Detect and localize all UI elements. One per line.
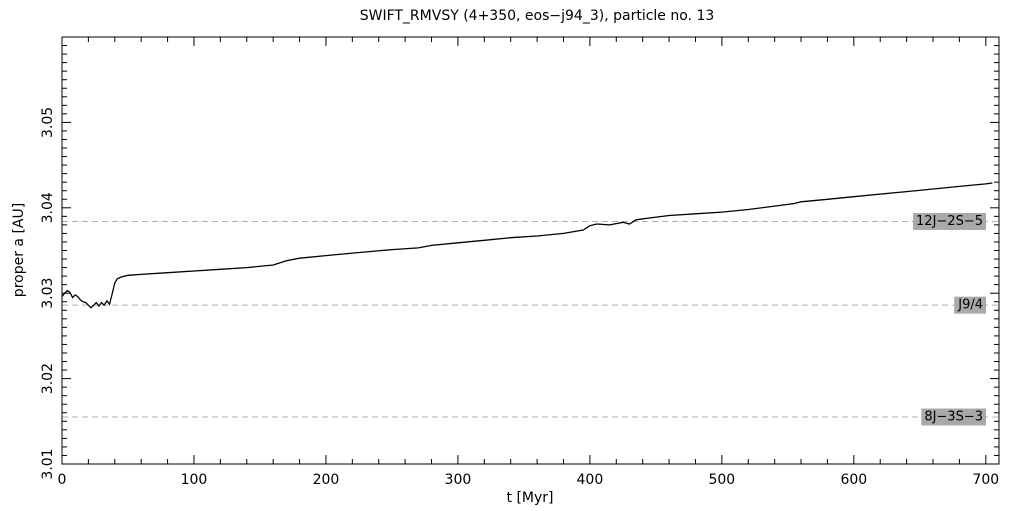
resonance-label: 8J−3S−3 bbox=[924, 410, 983, 425]
resonance-label-bg bbox=[913, 212, 986, 230]
resonance-label-bg bbox=[921, 408, 986, 426]
x-tick-label: 500 bbox=[708, 472, 735, 488]
x-tick-label: 600 bbox=[840, 472, 867, 488]
x-tick-label: 300 bbox=[445, 472, 472, 488]
resonance-label-bg bbox=[954, 296, 986, 314]
resonance-labels: 12J−2S−5 J9/4 8J−3S−3 bbox=[913, 212, 986, 426]
plot-frame bbox=[61, 36, 1000, 465]
resonance-lines bbox=[62, 220, 999, 418]
resonance-label: J9/4 bbox=[957, 298, 983, 313]
x-tick-label: 200 bbox=[313, 472, 340, 488]
x-ticks: 0 100 200 300 400 500 600 700 bbox=[58, 37, 999, 488]
y-tick-label: 3.02 bbox=[40, 363, 56, 394]
y-ticks: 3.01 3.02 3.03 3.04 3.05 bbox=[40, 36, 999, 480]
x-tick-label: 400 bbox=[577, 472, 604, 488]
y-axis-label: proper a [AU] bbox=[11, 203, 27, 297]
y-tick-label: 3.03 bbox=[40, 278, 56, 309]
resonance-label: 12J−2S−5 bbox=[916, 214, 983, 229]
y-tick-label: 3.01 bbox=[40, 448, 56, 479]
y-tick-label: 3.05 bbox=[40, 107, 56, 138]
series-line bbox=[61, 182, 993, 309]
x-axis-label: t [Myr] bbox=[507, 490, 554, 506]
y-tick-label: 3.04 bbox=[40, 192, 56, 223]
x-tick-label: 700 bbox=[972, 472, 999, 488]
chart-title: SWIFT_RMVSY (4+350, eos−j94_3), particle… bbox=[360, 8, 715, 24]
x-tick-label: 100 bbox=[181, 472, 208, 488]
x-tick-label: 0 bbox=[58, 472, 67, 488]
